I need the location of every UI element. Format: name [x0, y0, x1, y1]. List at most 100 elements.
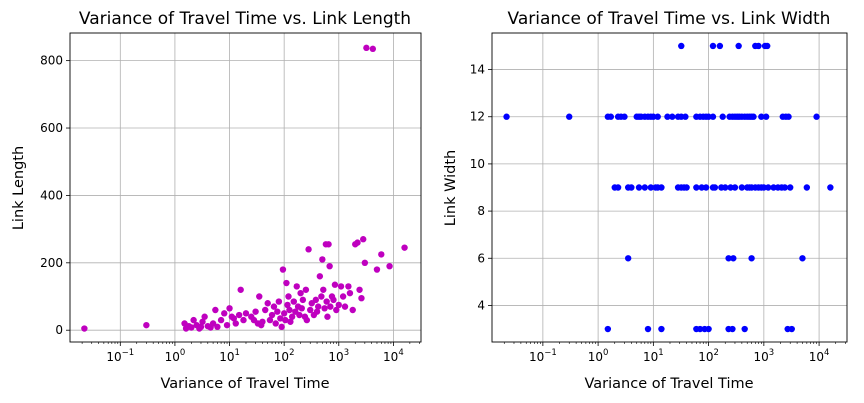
data-point — [235, 311, 243, 319]
y-tick-label: 10 — [470, 157, 485, 171]
data-point — [327, 303, 334, 310]
data-point — [731, 184, 739, 191]
data-point — [313, 308, 321, 315]
data-point — [230, 315, 238, 322]
y-tick-label: 8 — [477, 204, 485, 218]
data-point — [285, 293, 292, 300]
data-point — [738, 184, 746, 191]
x-axis-label: Variance of Travel Time — [584, 376, 753, 392]
data-point — [321, 305, 328, 312]
data-point — [711, 184, 719, 191]
data-points — [503, 42, 834, 333]
y-tick-label: 4 — [477, 298, 485, 312]
data-point — [813, 113, 820, 120]
data-point — [755, 42, 762, 50]
data-point — [305, 246, 312, 253]
data-point — [654, 113, 661, 120]
data-point — [345, 283, 352, 290]
axis-ticks: 10−1 100 101 102 103 104 0 200 400 600 800 — [40, 54, 420, 364]
data-point — [283, 279, 290, 287]
data-point — [277, 315, 284, 322]
data-point — [803, 184, 811, 191]
data-point — [604, 325, 612, 333]
x-axis-label: Variance of Travel Time — [160, 376, 329, 392]
data-point — [325, 241, 332, 248]
data-point — [237, 286, 244, 293]
data-point — [647, 184, 655, 191]
x-tick-label: 103 — [328, 348, 349, 364]
data-point — [566, 113, 573, 120]
data-point — [240, 316, 247, 324]
data-point — [764, 42, 771, 50]
data-point — [337, 283, 345, 290]
data-point — [760, 184, 768, 191]
data-point — [621, 113, 628, 120]
data-point — [190, 316, 197, 324]
data-point — [716, 42, 724, 50]
data-point — [316, 273, 324, 280]
gridlines — [70, 33, 421, 342]
x-tick-label: 102 — [698, 348, 719, 364]
data-point — [788, 325, 795, 333]
y-axis-label: Link Length — [11, 146, 27, 230]
data-point — [360, 236, 367, 243]
data-point — [297, 289, 304, 297]
axis-ticks: 10−1 100 101 102 103 104 4 6 8 10 12 14 — [470, 63, 846, 364]
data-point — [256, 293, 263, 300]
data-point — [664, 113, 671, 120]
data-point — [729, 325, 736, 333]
x-tick-label: 102 — [274, 348, 295, 364]
data-point — [696, 325, 704, 333]
data-point — [683, 184, 690, 191]
data-point — [287, 318, 294, 325]
data-point — [266, 316, 274, 324]
data-point — [330, 296, 337, 304]
data-point — [698, 184, 705, 191]
y-tick-label: 14 — [470, 63, 485, 77]
data-point — [725, 255, 732, 262]
data-point — [209, 320, 217, 327]
data-point — [333, 306, 340, 314]
data-point — [199, 318, 206, 325]
data-point — [354, 239, 361, 246]
data-point — [658, 184, 665, 191]
y-tick-label: 800 — [40, 54, 63, 68]
data-point — [264, 300, 271, 307]
data-point — [785, 113, 792, 120]
data-point — [799, 255, 806, 262]
data-point — [197, 323, 205, 331]
data-point — [361, 259, 369, 267]
data-point — [318, 293, 325, 300]
data-point — [378, 251, 385, 258]
data-point — [727, 184, 734, 191]
x-tick-label: 101 — [219, 348, 240, 364]
data-point — [335, 301, 342, 309]
data-point — [262, 306, 269, 314]
y-tick-label: 200 — [40, 256, 63, 270]
data-point — [270, 303, 278, 310]
data-point — [223, 321, 231, 329]
x-tick-label: 100 — [165, 348, 186, 364]
data-point — [658, 325, 665, 333]
data-point — [750, 113, 757, 120]
data-point — [650, 113, 657, 120]
data-point — [607, 113, 615, 120]
data-point — [503, 113, 510, 120]
data-point — [259, 318, 266, 325]
data-point — [217, 316, 225, 324]
data-point — [278, 323, 285, 331]
data-point — [268, 311, 276, 319]
data-point — [678, 42, 685, 50]
data-point — [286, 306, 293, 314]
chart-link-width: Variance of Travel Time vs. Link Width 1… — [443, 9, 848, 392]
y-tick-label: 400 — [40, 188, 63, 202]
data-point — [221, 310, 228, 317]
data-point — [296, 311, 303, 319]
data-point — [693, 184, 700, 191]
data-point — [682, 113, 689, 120]
data-point — [272, 320, 279, 327]
data-point — [644, 325, 652, 333]
data-point — [758, 113, 765, 120]
data-point — [282, 316, 289, 324]
data-point — [280, 310, 288, 317]
